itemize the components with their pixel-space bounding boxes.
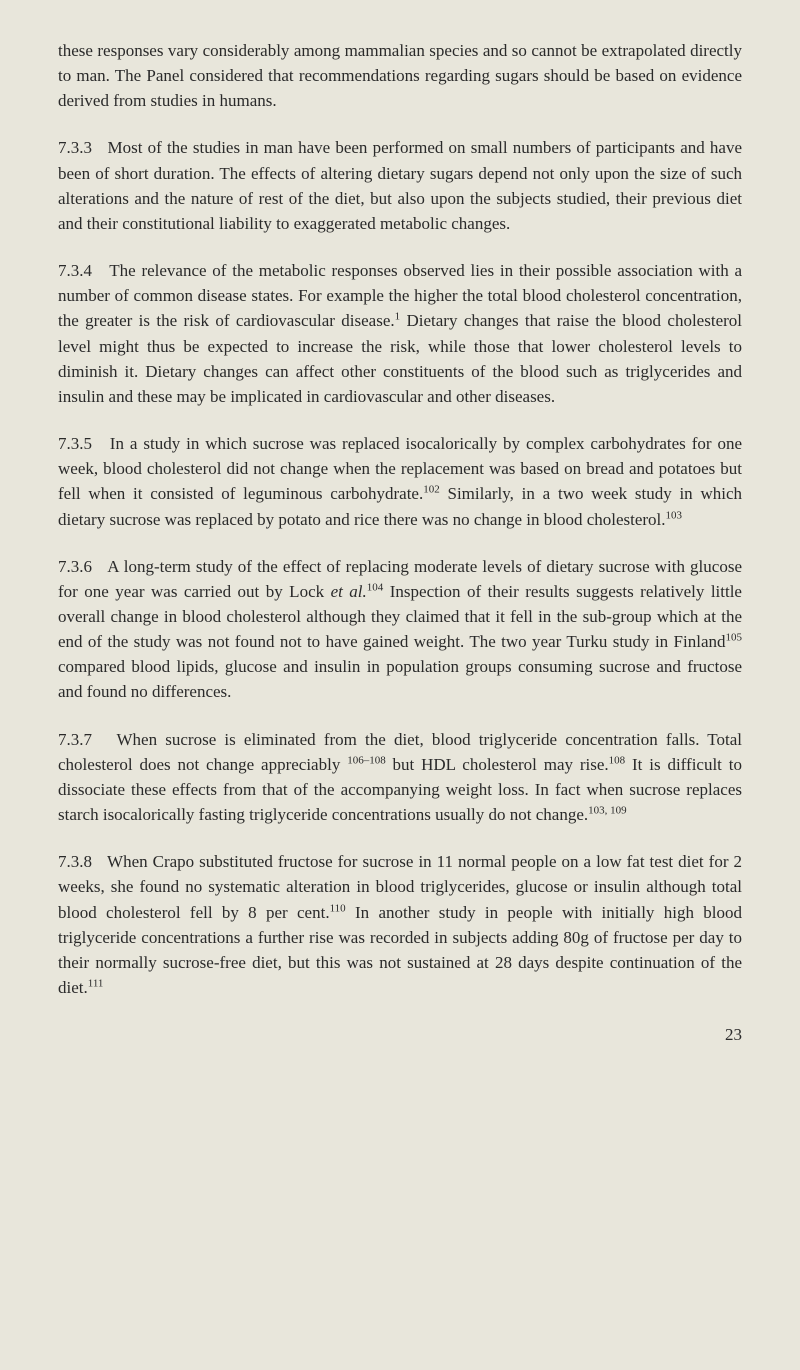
- body-text: these responses vary considerably among …: [58, 41, 742, 110]
- paragraph-736: 7.3.6 A long-term study of the effect of…: [58, 554, 742, 705]
- citation-superscript: 110: [330, 902, 346, 914]
- section-number: 7.3.7: [58, 730, 92, 749]
- page-number: 23: [58, 1022, 742, 1047]
- citation-superscript: 111: [88, 977, 104, 989]
- citation-superscript: 105: [726, 631, 743, 643]
- section-number: 7.3.3: [58, 138, 92, 157]
- citation-superscript: 108: [609, 754, 626, 766]
- italic-text: et al.: [331, 582, 367, 601]
- body-text: but HDL cholesterol may rise.: [386, 755, 609, 774]
- paragraph-738: 7.3.8 When Crapo substituted fructose fo…: [58, 849, 742, 1000]
- section-number: 7.3.4: [58, 261, 92, 280]
- paragraph-735: 7.3.5 In a study in which sucrose was re…: [58, 431, 742, 532]
- section-number: 7.3.5: [58, 434, 92, 453]
- paragraph-737: 7.3.7 When sucrose is eliminated from th…: [58, 727, 742, 828]
- paragraph-intro: these responses vary considerably among …: [58, 38, 742, 113]
- citation-superscript: 106–108: [347, 754, 386, 766]
- body-text: compared blood lipids, glucose and insul…: [58, 657, 742, 701]
- citation-superscript: 103: [666, 509, 683, 521]
- citation-superscript: 103, 109: [588, 804, 627, 816]
- paragraph-733: 7.3.3 Most of the studies in man have be…: [58, 135, 742, 236]
- section-number: 7.3.8: [58, 852, 92, 871]
- paragraph-734: 7.3.4 The relevance of the metabolic res…: [58, 258, 742, 409]
- citation-superscript: 102: [423, 484, 440, 496]
- section-number: 7.3.6: [58, 557, 92, 576]
- body-text: Most of the studies in man have been per…: [58, 138, 742, 232]
- citation-superscript: 104: [367, 581, 384, 593]
